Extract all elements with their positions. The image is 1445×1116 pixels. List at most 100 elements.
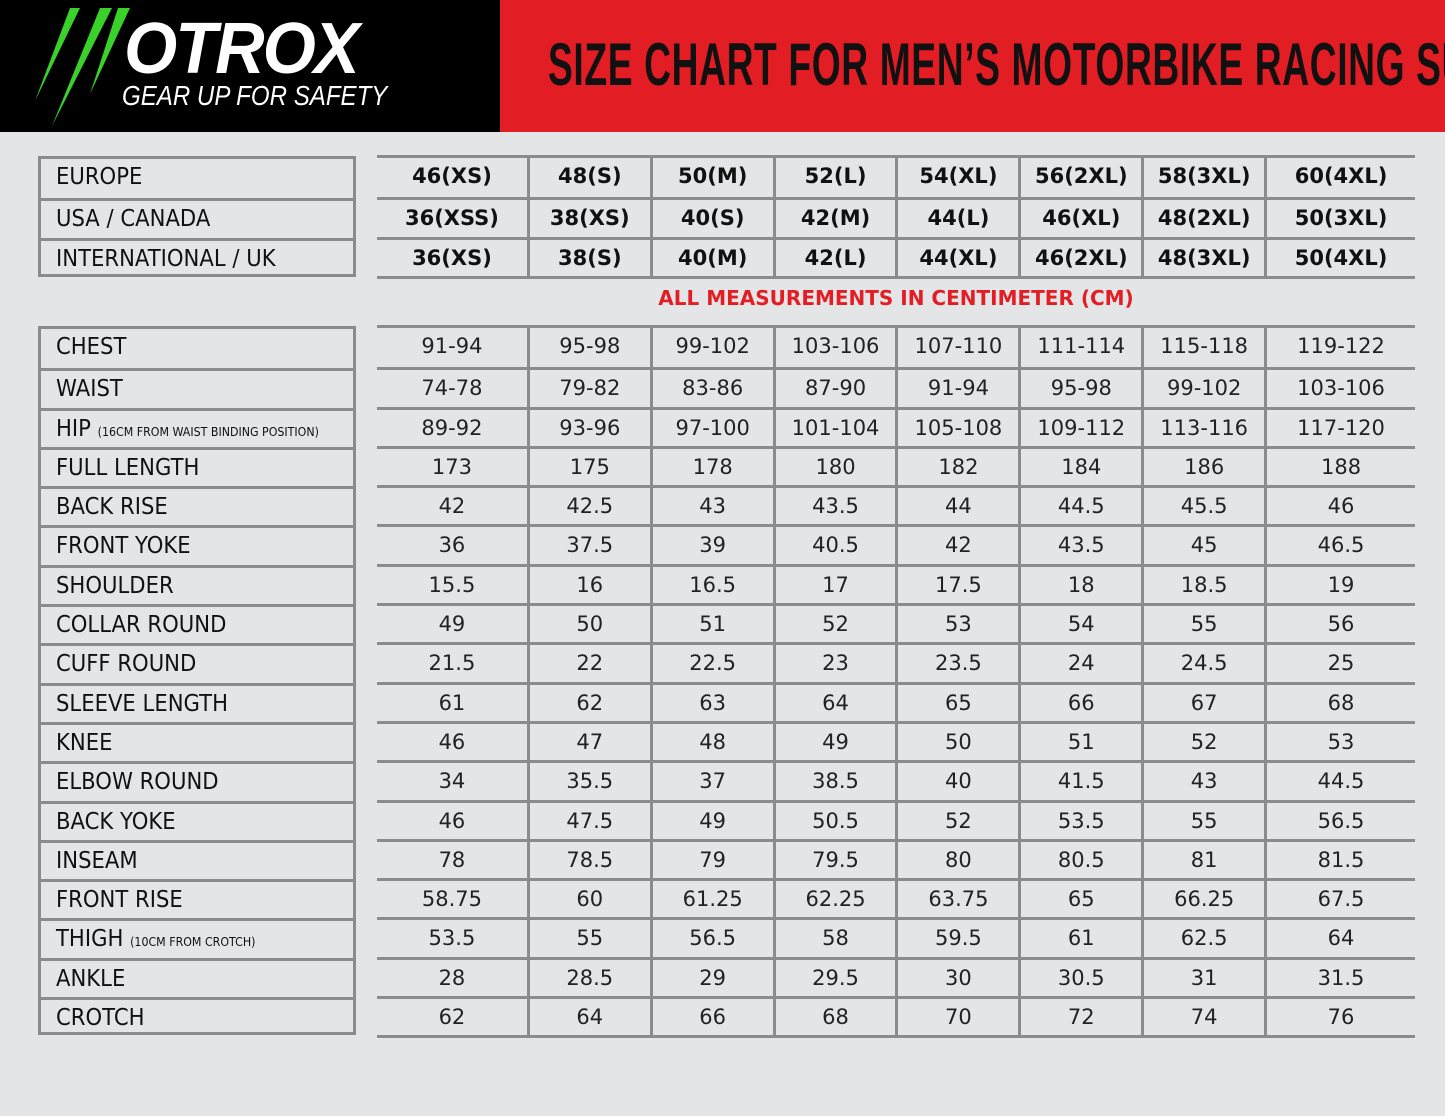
table-cell: 47 (526, 723, 650, 761)
row-label-text: BACK RISE (56, 494, 168, 521)
table-cell: 81.5 (1264, 841, 1415, 879)
table-cell: 52 (772, 606, 896, 643)
brand-logo: OTROX (124, 9, 360, 89)
size-values-table: 46(XS) 48(S) 50(M) 52(L) 54(XL) 56(2XL) 58(3XL… (377, 155, 1415, 279)
table-cell: 89-92 (421, 415, 483, 440)
table-row: 34 35.5 37 38.5 40 41.5 43 44.5 (377, 760, 1415, 800)
table-cell: 50.5 (772, 802, 896, 839)
table-cell: 62.25 (772, 881, 896, 918)
table-cell: 24.5 (1141, 645, 1264, 682)
row-label: INTERNATIONAL / UK (41, 237, 353, 277)
table-cell: 111-114 (1018, 328, 1141, 368)
row-label: ANKLE (41, 957, 353, 997)
table-cell: 40(M) (649, 239, 773, 276)
row-label-text: SHOULDER (56, 572, 174, 599)
table-cell: 39 (649, 527, 773, 564)
table-cell: 17 (772, 566, 896, 604)
title-banner (500, 0, 1445, 132)
row-label-text: FULL LENGTH (56, 454, 200, 481)
table-row: 21.5 22 22.5 23 23.5 24 24.5 25 (377, 642, 1415, 682)
table-cell: 117-120 (1264, 409, 1415, 446)
row-label: CROTCH (41, 997, 353, 1036)
table-row: 74-78 79-82 83-86 87-90 91-94 95-98 99-102 103-… (377, 367, 1415, 407)
table-cell: 60(4XL) (1264, 158, 1415, 198)
table-cell: 78.5 (526, 841, 650, 879)
table-cell: 55 (526, 920, 650, 957)
table-cell: 46(XL) (1018, 200, 1141, 237)
table-cell: 74-78 (421, 376, 483, 401)
table-cell: 46 (438, 729, 466, 754)
table-cell: 52 (895, 802, 1018, 839)
table-cell: 186 (1141, 448, 1264, 486)
size-labels-table: EUROPE USA / CANADA INTERNATIONAL / UK (38, 156, 356, 277)
table-cell: 180 (772, 448, 896, 486)
table-cell: 65 (895, 684, 1018, 721)
row-sublabel: (16CM FROM WAIST BINDING POSITION) (97, 424, 319, 439)
row-label: FRONT YOKE (41, 525, 353, 564)
table-cell: 56(2XL) (1018, 158, 1141, 198)
table-cell: 55 (1141, 802, 1264, 839)
table-cell: 66 (649, 999, 773, 1036)
table-cell: 22.5 (649, 645, 773, 682)
row-label: SLEEVE LENGTH (41, 682, 353, 722)
row-label: THIGH (10CM FROM CROTCH) (41, 918, 353, 957)
row-label-text: INSEAM (56, 847, 138, 874)
table-cell: 44(L) (895, 200, 1018, 237)
table-cell: 72 (1018, 999, 1141, 1036)
table-cell: 28.5 (526, 959, 650, 997)
table-cell: 113-116 (1141, 409, 1264, 446)
table-cell: 80 (895, 841, 1018, 879)
table-cell: 30 (895, 959, 1018, 997)
table-cell: 67.5 (1264, 881, 1415, 918)
table-cell: 45 (1141, 527, 1264, 564)
row-label: CUFF ROUND (41, 643, 353, 682)
table-cell: 105-108 (895, 409, 1018, 446)
table-cell: 44 (895, 488, 1018, 525)
table-cell: 64 (1264, 920, 1415, 957)
table-cell: 43.5 (772, 488, 896, 525)
table-cell: 22 (526, 645, 650, 682)
table-cell: 40(S) (649, 200, 773, 237)
table-cell: 99-102 (649, 328, 773, 368)
table-cell: 56 (1264, 606, 1415, 643)
table-cell: 55 (1141, 606, 1264, 643)
table-cell: 18.5 (1141, 566, 1264, 604)
row-label: HIP (16CM FROM WAIST BINDING POSITION) (41, 407, 353, 447)
table-cell: 50(4XL) (1264, 239, 1415, 276)
table-cell: 54 (1018, 606, 1141, 643)
table-cell: 44(XL) (895, 239, 1018, 276)
table-cell: 58.75 (421, 887, 482, 912)
table-cell: 62.5 (1141, 920, 1264, 957)
row-label-text: COLLAR ROUND (56, 612, 227, 639)
table-cell: 44.5 (1264, 763, 1415, 800)
table-row: 46 47 48 49 50 51 52 53 (377, 720, 1415, 761)
brand-tagline: GEAR UP FOR SAFETY (122, 80, 388, 111)
row-label-text: CHEST (56, 334, 127, 360)
table-cell: 46 (438, 808, 466, 833)
table-cell: 53 (1264, 723, 1415, 761)
table-cell: 60 (526, 881, 650, 918)
table-cell: 38(S) (526, 239, 650, 276)
table-cell: 53.5 (428, 926, 476, 951)
table-cell: 17.5 (895, 566, 1018, 604)
row-label: SHOULDER (41, 564, 353, 604)
table-cell: 178 (649, 448, 773, 486)
row-label: FRONT RISE (41, 879, 353, 918)
table-cell: 66 (1018, 684, 1141, 721)
table-cell: 23.5 (895, 645, 1018, 682)
table-row: 173 175 178 180 182 184 186 188 (377, 445, 1415, 486)
table-cell: 68 (772, 999, 896, 1036)
table-cell: 81 (1141, 841, 1264, 879)
table-cell: 15.5 (428, 572, 476, 597)
table-cell: 107-110 (895, 328, 1018, 368)
table-cell: 182 (895, 448, 1018, 486)
row-label: ELBOW ROUND (41, 761, 353, 800)
row-label-text: KNEE (56, 729, 113, 756)
table-cell: 40 (895, 763, 1018, 800)
table-cell: 30.5 (1018, 959, 1141, 997)
table-cell: 42(L) (772, 239, 896, 276)
table-cell: 48(2XL) (1141, 200, 1264, 237)
row-label: BACK RISE (41, 486, 353, 525)
table-cell: 29 (649, 959, 773, 997)
table-cell: 31 (1141, 959, 1264, 997)
